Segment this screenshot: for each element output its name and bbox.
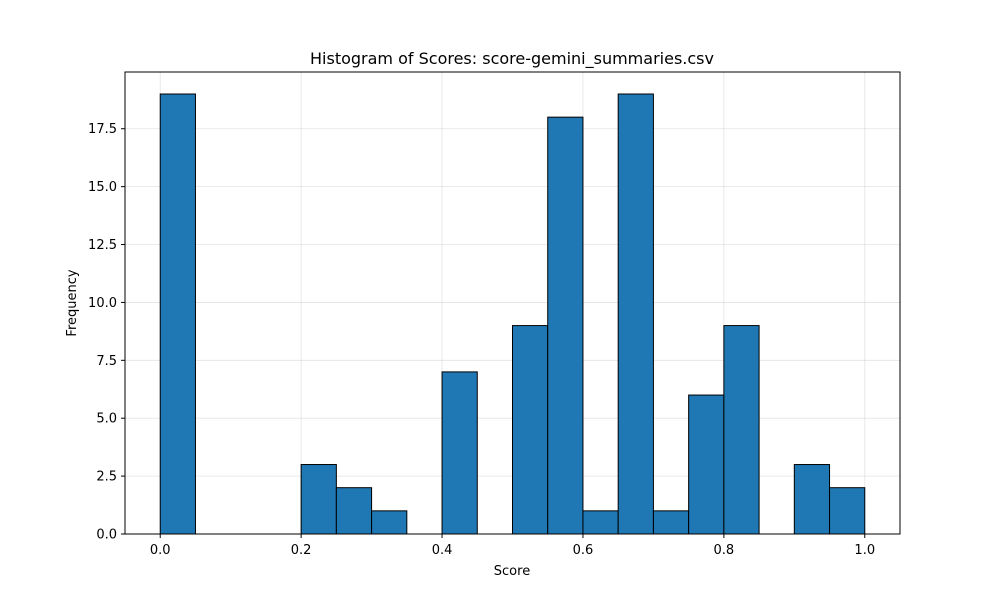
y-tick-label: 2.5: [96, 470, 117, 485]
y-tick-label: 12.5: [88, 238, 117, 253]
histogram-bar: [617, 93, 654, 535]
histogram-bar: [335, 487, 373, 535]
histogram-bar: [582, 510, 619, 535]
histogram-bar: [371, 510, 408, 535]
histogram-bar: [300, 464, 337, 535]
histogram-bar: [652, 510, 690, 535]
y-ticks: 0.0 2.5 5.0 7.5 10.0 12.5 15.0 17.5: [88, 122, 125, 543]
chart-title: Histogram of Scores: score-gemini_summar…: [310, 49, 714, 69]
x-axis-label: Score: [494, 564, 530, 579]
histogram-bar: [512, 325, 549, 535]
grid-layer: [125, 72, 900, 535]
x-tick-label: 0.4: [432, 543, 453, 558]
histogram-bar: [688, 394, 725, 535]
y-tick-label: 5.0: [96, 412, 117, 427]
histogram-bar: [159, 93, 196, 535]
x-tick-label: 0.2: [291, 543, 312, 558]
y-tick-label: 0.0: [96, 528, 117, 543]
bars-layer: [159, 93, 866, 535]
x-tick-label: 1.0: [854, 543, 875, 558]
y-tick-label: 15.0: [88, 180, 117, 195]
x-tick-label: 0.6: [573, 543, 594, 558]
plot-frame: [124, 71, 901, 535]
histogram-bar: [441, 371, 478, 535]
histogram-bar: [793, 464, 831, 535]
histogram-bar: [723, 325, 760, 535]
y-tick-label: 17.5: [88, 122, 117, 137]
histogram-bar: [547, 116, 584, 535]
y-tick-label: 7.5: [96, 354, 117, 369]
x-ticks: 0.0 0.2 0.4 0.6 0.8 1.0: [150, 534, 875, 558]
y-axis-label: Frequency: [65, 269, 80, 336]
histogram-bar: [829, 487, 866, 535]
y-tick-label: 10.0: [88, 296, 117, 311]
x-tick-label: 0.0: [150, 543, 171, 558]
x-tick-label: 0.8: [714, 543, 735, 558]
